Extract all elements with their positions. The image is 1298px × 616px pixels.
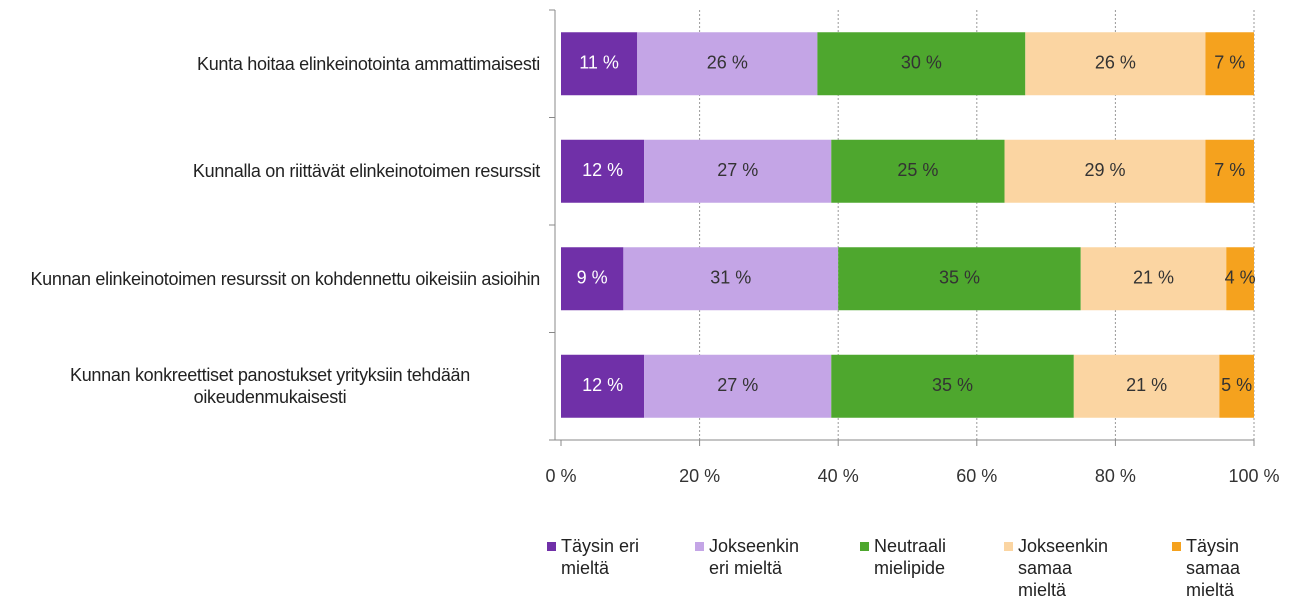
bar-segment [1080, 247, 1227, 311]
bar-segment [1219, 354, 1254, 418]
x-tick-label: 60 % [956, 466, 997, 486]
legend-label: Täysin eri mieltä [561, 536, 640, 578]
legend-label: Neutraali mielipide [874, 536, 947, 578]
data-label: 30 % [901, 53, 942, 73]
data-label: 11 % [579, 53, 619, 73]
legend-swatch [860, 542, 869, 551]
legend-label: Täysin samaa mieltä [1186, 536, 1241, 600]
bar-segment [561, 354, 645, 418]
data-label: 35 % [932, 375, 973, 395]
bar-segment [1073, 354, 1220, 418]
legend-swatch [695, 542, 704, 551]
data-label: 4 % [1225, 268, 1256, 288]
legend-item: Jokseenkin samaa mieltä [1004, 535, 1118, 601]
legend-label: Jokseenkin samaa mieltä [1018, 536, 1109, 600]
bar-segment [817, 32, 1026, 96]
bar-segment [1004, 139, 1206, 203]
bar-segment [644, 354, 832, 418]
bar-segment [561, 32, 638, 96]
data-label: 21 % [1126, 375, 1167, 395]
data-label: 29 % [1084, 160, 1125, 180]
bar-segment [561, 139, 645, 203]
data-label: 27 % [717, 160, 758, 180]
category-label: Kunnan elinkeinotoimen resurssit on kohd… [30, 268, 540, 289]
data-label: 26 % [1095, 53, 1136, 73]
category-label: Kunta hoitaa elinkeinotointa ammattimais… [197, 53, 540, 74]
bar-segment [1226, 247, 1254, 311]
bar-segment [623, 247, 839, 311]
bar-segment [831, 139, 1005, 203]
data-label: 9 % [577, 268, 608, 288]
bar-segment [831, 354, 1074, 418]
x-tick-label: 40 % [818, 466, 859, 486]
bar-segment [637, 32, 818, 96]
category-label: Kunnan konkreettiset panostukset yrityks… [70, 365, 470, 407]
legend-swatch [547, 542, 556, 551]
bar-segment [561, 247, 624, 311]
bar-segment [1025, 32, 1206, 96]
bar-segment [1205, 139, 1254, 203]
data-label: 25 % [897, 160, 938, 180]
legend-item: Täysin samaa mieltä [1172, 535, 1286, 601]
data-label: 5 % [1221, 375, 1252, 395]
bar-segment [838, 247, 1081, 311]
x-tick-label: 80 % [1095, 466, 1136, 486]
data-label: 26 % [707, 53, 748, 73]
x-tick-label: 20 % [679, 466, 720, 486]
bar-segment [1205, 32, 1254, 96]
category-label-box: Kunnalla on riittävät elinkeinotoimen re… [0, 118, 540, 225]
data-label: 27 % [717, 375, 758, 395]
data-label: 21 % [1133, 268, 1174, 288]
legend-item: Jokseenkin eri mieltä [695, 535, 809, 579]
data-label: 35 % [939, 268, 980, 288]
bar-segment [644, 139, 832, 203]
legend-item: Täysin eri mieltä [547, 535, 661, 579]
category-label-box: Kunnan konkreettiset panostukset yrityks… [0, 333, 540, 440]
category-label-box: Kunnan elinkeinotoimen resurssit on kohd… [0, 225, 540, 332]
data-label: 12 % [582, 160, 623, 180]
x-tick-label: 100 % [1228, 466, 1279, 486]
data-label: 12 % [582, 375, 623, 395]
legend-item: Neutraali mielipide [860, 535, 974, 579]
legend-label: Jokseenkin eri mieltä [709, 536, 800, 578]
x-tick-label: 0 % [545, 466, 576, 486]
legend-swatch [1004, 542, 1013, 551]
category-label: Kunnalla on riittävät elinkeinotoimen re… [192, 161, 540, 181]
data-label: 31 % [710, 268, 751, 288]
data-label: 7 % [1214, 53, 1245, 73]
legend-swatch [1172, 542, 1181, 551]
category-label-box: Kunta hoitaa elinkeinotointa ammattimais… [0, 10, 540, 117]
data-label: 7 % [1214, 160, 1245, 180]
